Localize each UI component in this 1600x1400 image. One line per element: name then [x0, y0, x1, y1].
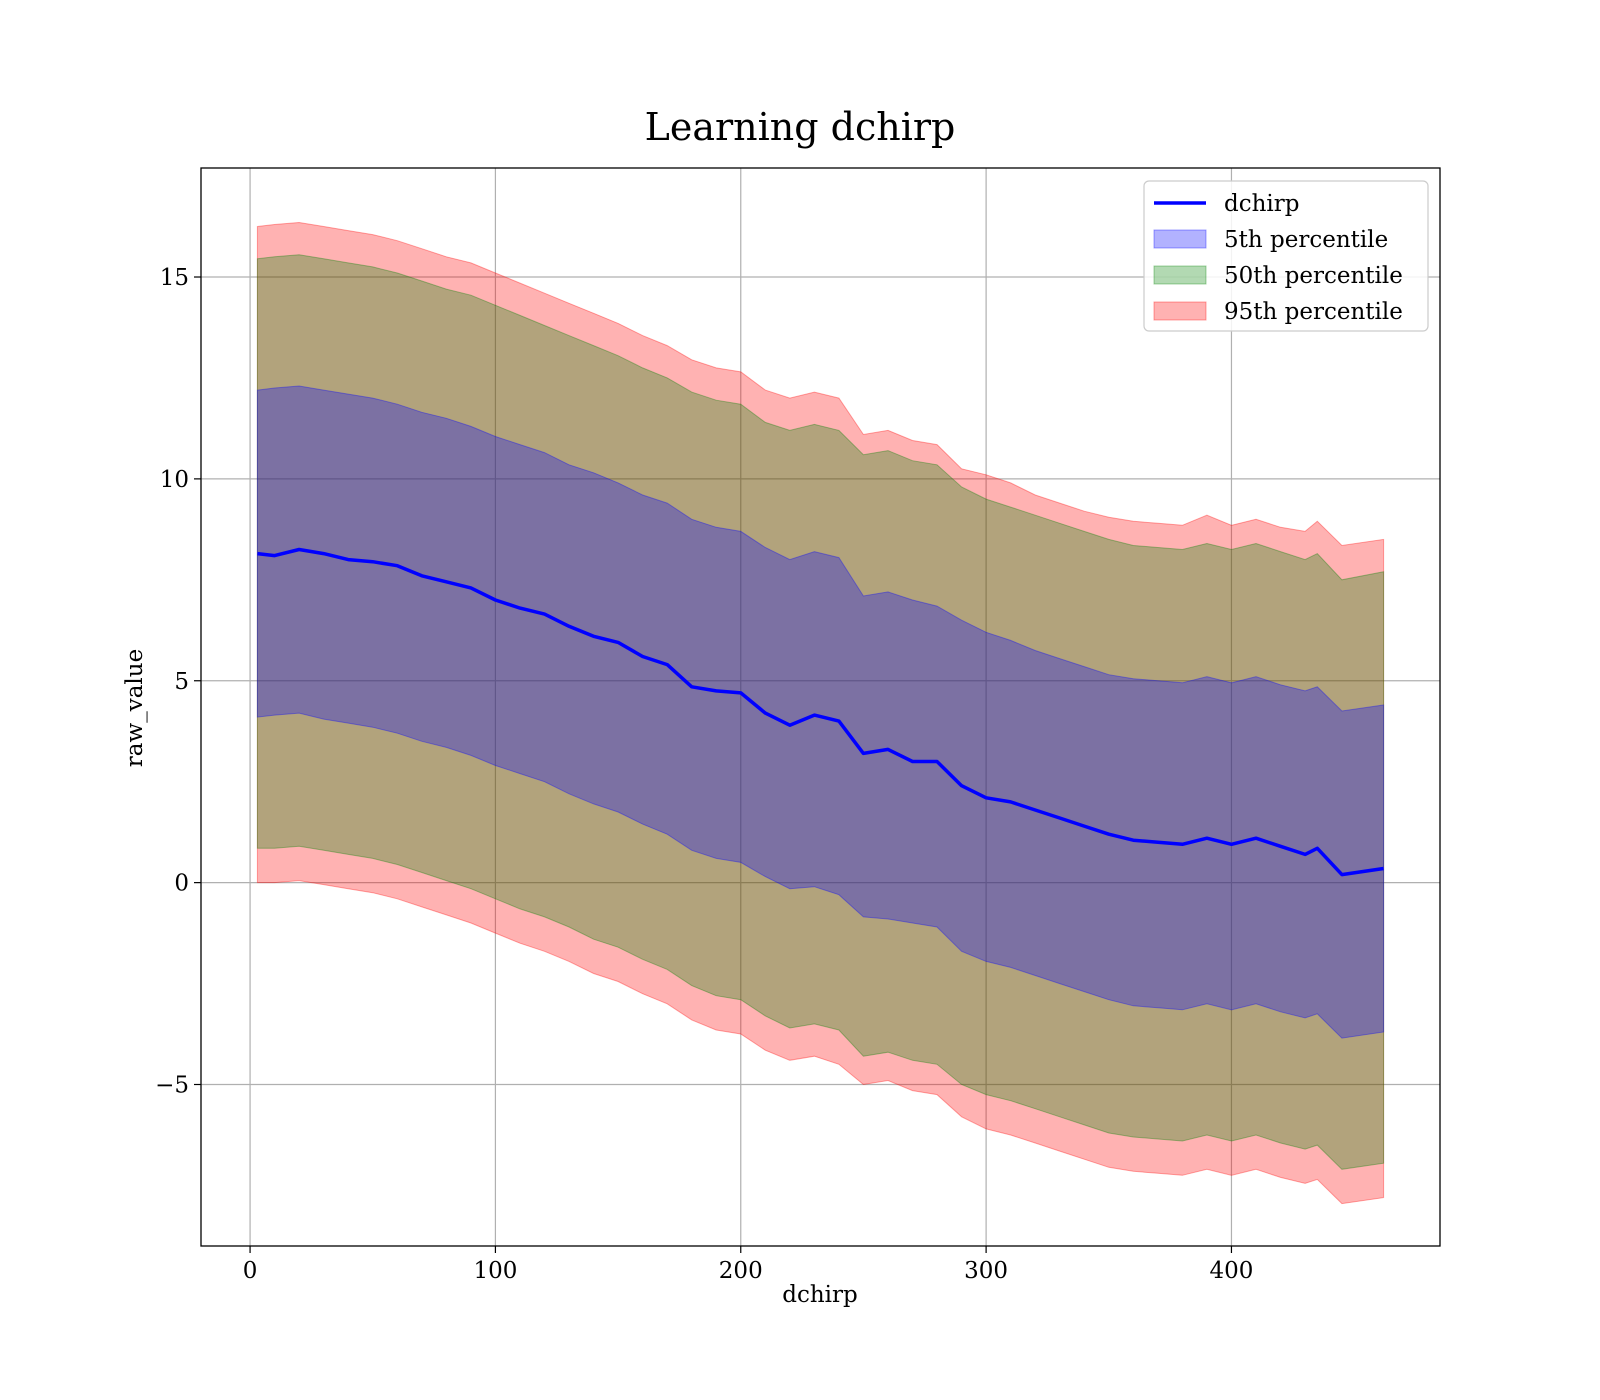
- band-50th-percentile: [256, 254, 1385, 1170]
- legend-swatch-50th-percentile: [1153, 265, 1207, 285]
- x-axis-label: dchirp: [782, 1282, 858, 1308]
- legend-label-5th-percentile: 5th percentile: [1224, 227, 1388, 253]
- x-tick-label: 0: [243, 1258, 258, 1284]
- legend-label-50th-percentile: 50th percentile: [1224, 263, 1403, 289]
- y-tick-label: 5: [174, 669, 189, 695]
- series-lines: [257, 547, 1384, 877]
- legend: dchirp 5th percentile 50th percentile 95th …: [1143, 180, 1429, 332]
- x-tick-label: 200: [719, 1258, 763, 1284]
- x-axis-ticks: 0 100 200 300 400: [243, 1246, 1254, 1284]
- y-axis-ticks: −5 0 5 10 15: [155, 265, 201, 1099]
- legend-label-95th-percentile: 95th percentile: [1224, 299, 1403, 325]
- band-95th-percentile: [256, 221, 1385, 1205]
- percentile-bands: [256, 221, 1385, 1205]
- y-tick-label: 0: [174, 871, 189, 897]
- y-tick-label: −5: [155, 1073, 189, 1099]
- x-tick-label: 300: [964, 1258, 1008, 1284]
- line-dchirp: [257, 547, 1384, 877]
- legend-box: [1143, 180, 1429, 332]
- legend-swatch-95th-percentile: [1153, 301, 1207, 321]
- x-tick-label: 400: [1210, 1258, 1254, 1284]
- y-tick-label: 10: [160, 467, 189, 493]
- x-tick-label: 100: [473, 1258, 517, 1284]
- y-axis-label: raw_value: [122, 649, 148, 767]
- legend-label-dchirp: dchirp: [1224, 191, 1300, 217]
- band-5th-percentile: [256, 385, 1385, 1039]
- plot-frame: [200, 167, 1441, 1247]
- legend-swatch-5th-percentile: [1153, 229, 1207, 249]
- y-tick-label: 15: [160, 265, 189, 291]
- chart-title: Learning dchirp: [645, 105, 956, 149]
